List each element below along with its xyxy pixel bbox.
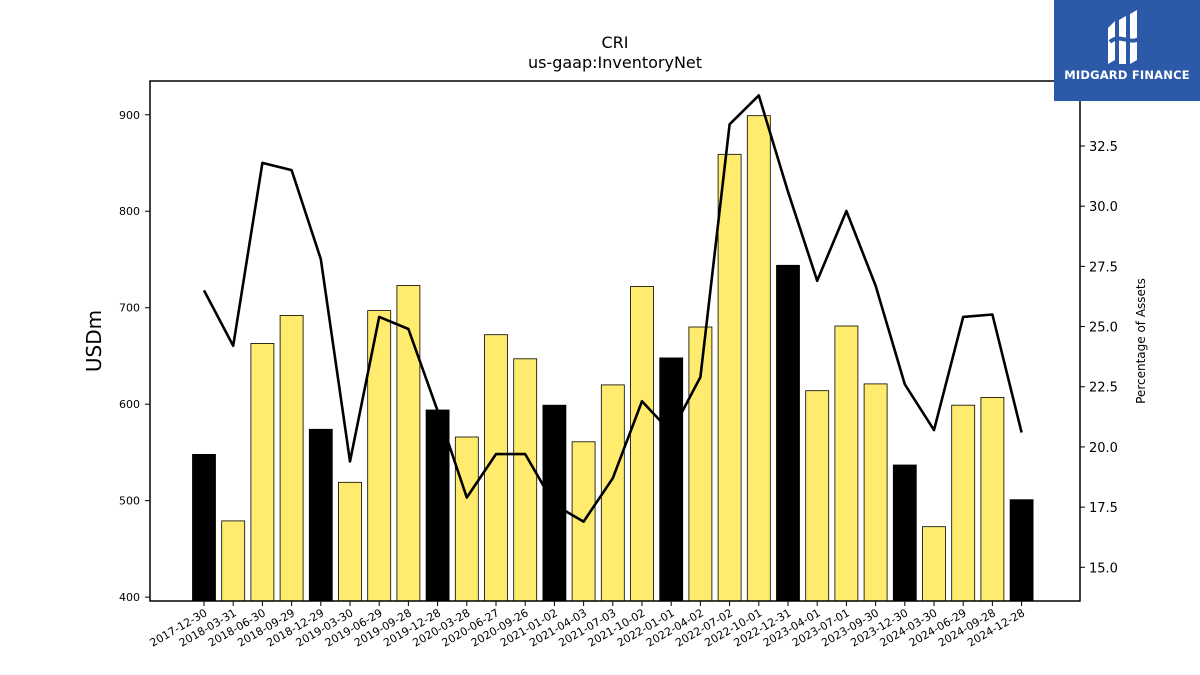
bar-2020-09-26 <box>513 358 538 602</box>
plot-frame <box>149 80 1081 602</box>
bars-layer <box>192 115 1034 602</box>
bar-2023-07-01 <box>834 325 859 602</box>
bar-2020-03-28 <box>454 436 479 602</box>
y-tick-label: 700 <box>119 302 140 315</box>
bar-2021-10-02 <box>630 286 654 602</box>
line-layer <box>202 94 1023 523</box>
bar-2022-07-02 <box>717 153 742 602</box>
y2-tick-label: 27.5 <box>1089 260 1118 275</box>
y-tick-label: 900 <box>119 109 140 122</box>
bar-2024-09-28 <box>980 396 1005 602</box>
bar-2024-12-28 <box>1009 499 1034 602</box>
bar-2022-10-01 <box>746 115 771 602</box>
bar-2018-09-29 <box>279 314 304 602</box>
y-tick-label: 800 <box>119 205 140 218</box>
bar-2017-12-30 <box>192 453 216 602</box>
y2-tick-label: 17.5 <box>1089 501 1118 516</box>
y2-tick-label: 30.0 <box>1089 200 1118 215</box>
brand-name: MIDGARD FINANCE <box>1064 68 1190 82</box>
y2-tick-label: 20.0 <box>1089 441 1118 456</box>
chart-subtitle: us-gaap:InventoryNet <box>528 53 702 72</box>
bar-2023-12-30 <box>892 464 917 602</box>
bar-2018-12-29 <box>308 428 333 602</box>
y2-tick-label: 25.0 <box>1089 321 1118 336</box>
bar-2024-03-30 <box>922 526 946 602</box>
bar-2024-06-29 <box>951 404 976 602</box>
y-tick-label: 500 <box>119 495 140 508</box>
bar-2018-03-31 <box>221 520 246 602</box>
chart-title: CRI <box>601 33 628 52</box>
y-axis-label: USDm <box>82 310 106 372</box>
y2-axis-label: Percentage of Assets <box>1134 278 1148 404</box>
bar-2019-03-30 <box>338 481 362 602</box>
brand-logo: MIDGARD FINANCE <box>1054 0 1200 101</box>
y-tick-label: 400 <box>119 591 140 604</box>
bar-2021-07-03 <box>600 384 625 602</box>
y2-tick-label: 15.0 <box>1089 561 1118 576</box>
y2-tick-label: 32.5 <box>1089 140 1118 155</box>
bar-2022-01-01 <box>659 357 684 602</box>
bar-2022-12-31 <box>776 264 800 602</box>
y-tick-label: 600 <box>119 398 140 411</box>
bar-2023-04-01 <box>805 390 830 602</box>
midgard-logo-icon <box>1108 10 1144 64</box>
bar-2023-09-30 <box>863 383 888 602</box>
bar-2018-06-30 <box>250 342 275 602</box>
y2-tick-label: 22.5 <box>1089 381 1118 396</box>
